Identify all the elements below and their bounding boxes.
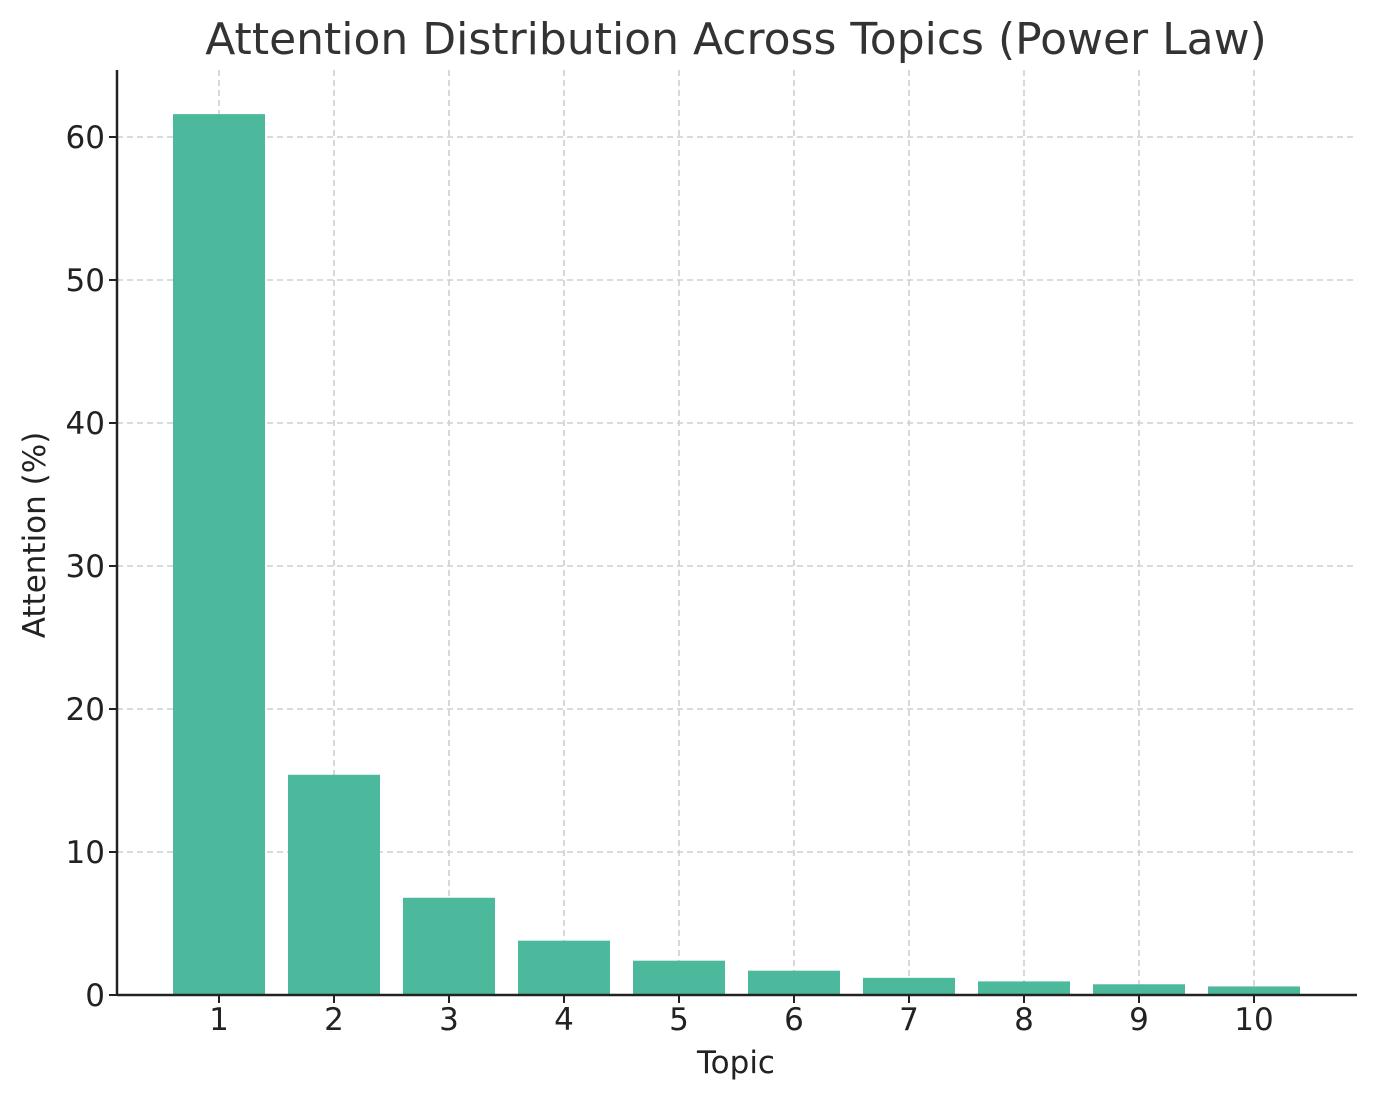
bar-topic-2 xyxy=(288,774,380,995)
ticks-layer: 0 10 20 30 40 50 60 1 2 3 4 5 6 7 8 9 10 xyxy=(66,120,1274,1038)
y-tick-label: 10 xyxy=(66,835,105,871)
x-tick-label: 1 xyxy=(209,1002,229,1038)
bars-layer xyxy=(173,114,1300,996)
chart-title: Attention Distribution Across Topics (Po… xyxy=(205,14,1267,65)
x-tick-label: 5 xyxy=(669,1002,689,1038)
bar-topic-5 xyxy=(633,960,725,995)
y-tick-label: 0 xyxy=(85,978,105,1014)
x-tick-label: 2 xyxy=(324,1002,344,1038)
grid-layer xyxy=(117,70,1357,995)
axes-layer xyxy=(115,70,1357,997)
x-tick-label: 10 xyxy=(1234,1002,1273,1038)
y-axis-label: Attention (%) xyxy=(17,432,53,639)
x-axis-label: Topic xyxy=(696,1045,775,1081)
y-tick-label: 60 xyxy=(66,120,105,156)
bar-topic-7 xyxy=(863,977,955,995)
x-tick-label: 9 xyxy=(1129,1002,1149,1038)
bar-topic-9 xyxy=(1093,984,1185,995)
x-tick-label: 6 xyxy=(784,1002,804,1038)
bar-topic-6 xyxy=(748,970,840,995)
x-tick-label: 7 xyxy=(899,1002,919,1038)
bar-topic-4 xyxy=(518,940,610,995)
bar-topic-3 xyxy=(403,897,495,995)
bar-topic-8 xyxy=(978,981,1070,995)
x-tick-label: 8 xyxy=(1014,1002,1034,1038)
y-tick-label: 30 xyxy=(66,549,105,585)
y-tick-label: 50 xyxy=(66,263,105,299)
bar-topic-1 xyxy=(173,114,265,996)
bar-topic-10 xyxy=(1208,986,1300,995)
x-tick-label: 4 xyxy=(554,1002,574,1038)
y-tick-label: 40 xyxy=(66,406,105,442)
y-tick-label: 20 xyxy=(66,692,105,728)
x-tick-label: 3 xyxy=(439,1002,459,1038)
